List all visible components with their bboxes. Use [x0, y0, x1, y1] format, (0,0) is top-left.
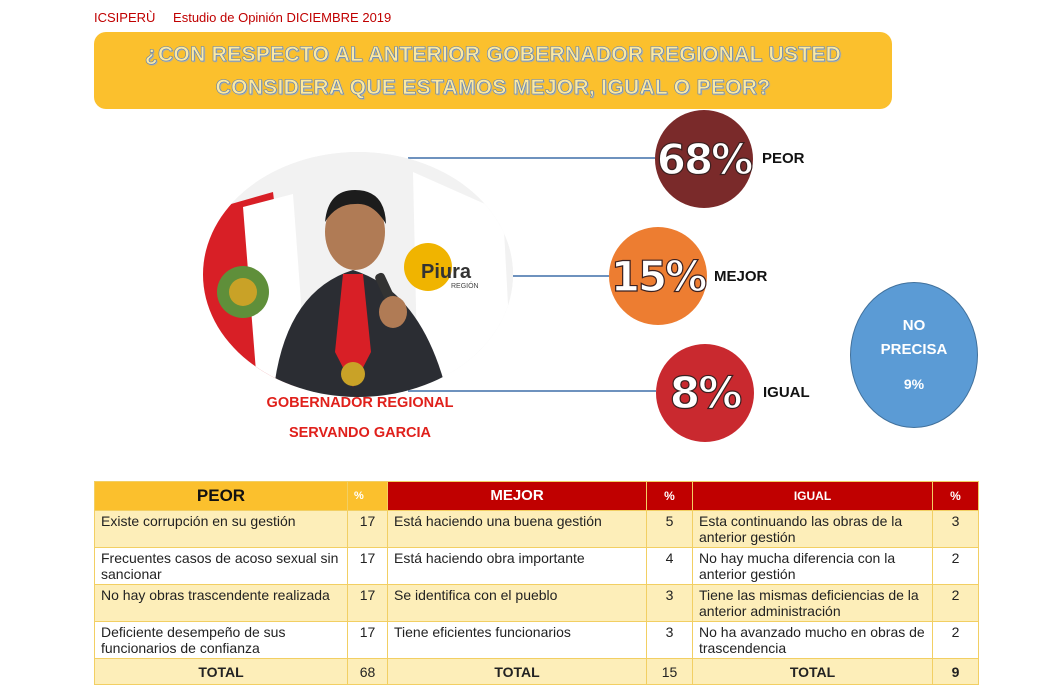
bubble-peor-label: PEOR	[762, 150, 805, 167]
mejor-header: MEJOR	[387, 481, 647, 511]
mejor-total-label: TOTAL	[387, 658, 647, 685]
study-title: Estudio de Opinión DICIEMBRE 2019	[173, 10, 392, 25]
question-banner: ¿CON RESPECTO AL ANTERIOR GOBERNADOR REG…	[94, 32, 892, 109]
table-row: Existe corrupción en su gestión 17 Está …	[94, 510, 979, 548]
peor-reason: No hay obras trascendente realizada	[94, 584, 348, 622]
hand	[379, 296, 407, 328]
table-row: Frecuentes casos de acoso sexual sin san…	[94, 547, 979, 585]
igual-value: 3	[932, 510, 979, 548]
bubble-igual-label: IGUAL	[763, 384, 810, 401]
mejor-value: 3	[646, 584, 693, 622]
logo-text: Piura	[421, 261, 472, 283]
question-line-2: CONSIDERA QUE ESTAMOS MEJOR, IGUAL O PEO…	[215, 75, 771, 99]
mejor-reason: Tiene eficientes funcionarios	[387, 621, 647, 659]
medal-icon	[341, 362, 365, 386]
igual-pct-header: %	[932, 481, 979, 511]
igual-reason: Esta continuando las obras de la anterio…	[692, 510, 933, 548]
igual-total-label: TOTAL	[692, 658, 933, 685]
mejor-value: 5	[646, 510, 693, 548]
report-header: ICSIPERÙ Estudio de Opinión DICIEMBRE 20…	[94, 10, 391, 25]
mejor-reason: Está haciendo obra importante	[387, 547, 647, 585]
logo-subtext: REGIÓN	[451, 281, 479, 290]
igual-value: 2	[932, 547, 979, 585]
hair	[325, 190, 386, 224]
mejor-pct-header: %	[646, 481, 693, 511]
bubble-peor-value: 68%	[656, 134, 754, 184]
peor-reason: Existe corrupción en su gestión	[94, 510, 348, 548]
igual-total-value: 9	[932, 658, 979, 685]
bubble-mejor: 15%	[609, 227, 708, 325]
no-precisa-line-1: NO	[902, 317, 926, 334]
reasons-table: PEOR % MEJOR % IGUAL % Existe corrupción…	[94, 481, 979, 685]
bubble-peor: 68%	[655, 110, 754, 208]
bubble-no-precisa: NO PRECISA 9%	[850, 282, 978, 428]
igual-reason: Tiene las mismas deficiencias de la ante…	[692, 584, 933, 622]
piura-logo-icon	[404, 243, 452, 291]
peor-pct-header: %	[347, 481, 388, 511]
peor-header: PEOR	[94, 481, 348, 511]
mejor-value: 3	[646, 621, 693, 659]
peor-total-value: 68	[347, 658, 388, 685]
peor-value: 17	[347, 584, 388, 622]
mejor-reason: Está haciendo una buena gestión	[387, 510, 647, 548]
no-precisa-line-2: PRECISA	[880, 341, 948, 358]
portrait-illustration: Piura REGIÓN	[203, 152, 513, 397]
sash	[335, 274, 371, 387]
mejor-value: 4	[646, 547, 693, 585]
table-header-row: PEOR % MEJOR % IGUAL %	[94, 481, 979, 511]
mejor-reason: Se identifica con el pueblo	[387, 584, 647, 622]
face	[325, 194, 385, 270]
igual-value: 2	[932, 584, 979, 622]
no-precisa-value: 9%	[903, 376, 925, 392]
igual-reason: No hay mucha diferencia con la anterior …	[692, 547, 933, 585]
bubble-mejor-label: MEJOR	[714, 268, 768, 285]
table-row: Deficiente desempeño de sus funcionarios…	[94, 621, 979, 659]
governor-title: GOBERNADOR REGIONAL	[266, 395, 454, 411]
bubble-igual-value: 8%	[669, 367, 743, 419]
governor-name: SERVANDO GARCIA	[288, 425, 432, 441]
governor-portrait: Piura REGIÓN	[203, 152, 513, 397]
peor-value: 17	[347, 621, 388, 659]
mejor-total-value: 15	[646, 658, 693, 685]
igual-reason: No ha avanzado mucho en obras de trascen…	[692, 621, 933, 659]
peor-total-label: TOTAL	[94, 658, 348, 685]
peor-reason: Deficiente desempeño de sus funcionarios…	[94, 621, 348, 659]
bubble-mejor-value: 15%	[610, 251, 708, 301]
table-row: No hay obras trascendente realizada 17 S…	[94, 584, 979, 622]
peor-value: 17	[347, 547, 388, 585]
table-total-row: TOTAL 68 TOTAL 15 TOTAL 9	[94, 658, 979, 685]
organization-name: ICSIPERÙ	[94, 10, 156, 25]
bubble-igual: 8%	[656, 344, 754, 442]
peor-value: 17	[347, 510, 388, 548]
igual-value: 2	[932, 621, 979, 659]
igual-header: IGUAL	[692, 481, 933, 511]
question-line-1: ¿CON RESPECTO AL ANTERIOR GOBERNADOR REG…	[144, 42, 842, 66]
peor-reason: Frecuentes casos de acoso sexual sin san…	[94, 547, 348, 585]
